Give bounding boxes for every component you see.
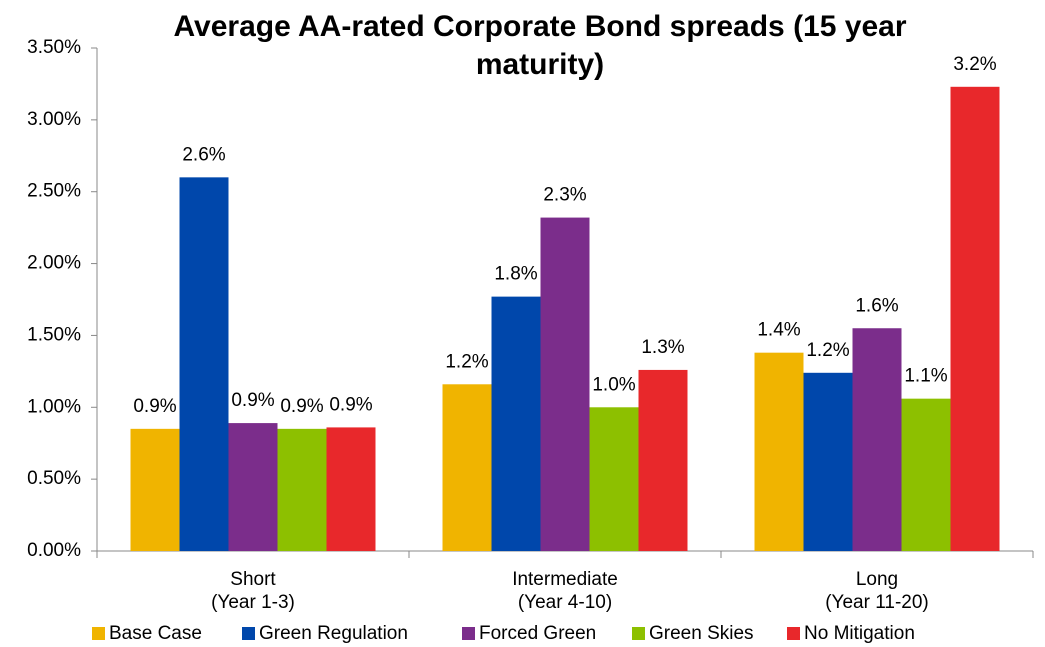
x-tick-label: Short xyxy=(230,569,276,590)
bar xyxy=(228,423,278,551)
data-label: 2.3% xyxy=(543,185,586,206)
x-tick-label: (Year 1-3) xyxy=(211,592,295,613)
bar xyxy=(130,428,180,551)
bar xyxy=(277,428,327,551)
y-tick-label: 0.50% xyxy=(27,468,81,489)
bar xyxy=(638,369,688,551)
data-label: 1.4% xyxy=(757,320,800,341)
legend-label: Green Regulation xyxy=(259,623,408,644)
legend-swatch xyxy=(632,627,645,640)
bar xyxy=(901,398,951,551)
data-label: 1.2% xyxy=(806,340,849,361)
bar xyxy=(950,86,1000,551)
data-label: 1.6% xyxy=(855,295,898,316)
bar xyxy=(442,384,492,551)
legend-label: Green Skies xyxy=(649,623,754,644)
legend-swatch xyxy=(462,627,475,640)
bar xyxy=(803,372,853,551)
y-tick-label: 2.50% xyxy=(27,181,81,202)
legend-label: Forced Green xyxy=(479,623,596,644)
data-label: 0.9% xyxy=(329,394,372,415)
legend-label: No Mitigation xyxy=(804,623,915,644)
x-tick-label: (Year 11-20) xyxy=(825,592,929,613)
data-label: 3.2% xyxy=(953,54,996,75)
bar xyxy=(326,427,376,551)
data-label: 1.3% xyxy=(641,337,684,358)
data-label: 0.9% xyxy=(280,396,323,417)
y-tick-label: 3.50% xyxy=(27,37,81,58)
data-label: 0.9% xyxy=(133,396,176,417)
legend-swatch xyxy=(242,627,255,640)
y-tick-label: 1.50% xyxy=(27,324,81,345)
x-tick-label: Intermediate xyxy=(512,569,618,590)
legend-label: Base Case xyxy=(109,623,202,644)
data-label: 1.2% xyxy=(445,351,488,372)
legend-swatch xyxy=(92,627,105,640)
bar xyxy=(540,217,590,551)
y-tick-label: 2.00% xyxy=(27,253,81,274)
data-label: 1.8% xyxy=(494,264,537,285)
bar xyxy=(179,177,229,552)
legend-swatch xyxy=(787,627,800,640)
bar xyxy=(589,407,639,551)
bar xyxy=(491,296,541,551)
data-label: 1.1% xyxy=(904,366,947,387)
chart-title: Average AA-rated Corporate Bond spreads … xyxy=(173,10,907,81)
x-tick-label: Long xyxy=(856,569,898,590)
y-tick-label: 1.00% xyxy=(27,396,81,417)
bar xyxy=(754,352,804,551)
bar xyxy=(852,328,902,551)
x-tick-label: (Year 4-10) xyxy=(518,592,612,613)
y-tick-label: 0.00% xyxy=(27,540,81,561)
data-label: 0.9% xyxy=(231,390,274,411)
data-label: 2.6% xyxy=(182,144,225,165)
y-tick-label: 3.00% xyxy=(27,109,81,130)
data-label: 1.0% xyxy=(592,374,635,395)
